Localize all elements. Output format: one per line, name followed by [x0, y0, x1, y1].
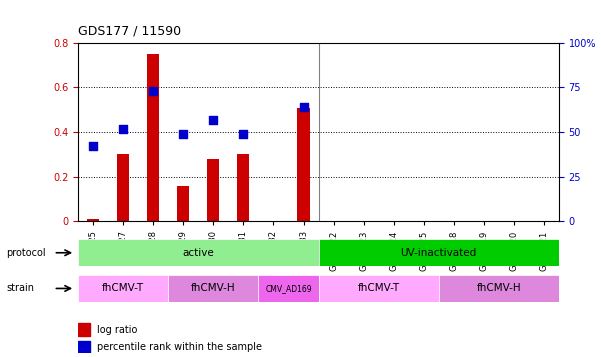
Bar: [147, 54, 159, 221]
Point: [178, 131, 188, 137]
Bar: [297, 107, 310, 221]
Text: active: active: [183, 247, 214, 258]
FancyBboxPatch shape: [319, 275, 439, 302]
FancyBboxPatch shape: [319, 239, 559, 266]
Point: [118, 126, 128, 131]
Text: GDS177 / 11590: GDS177 / 11590: [78, 25, 182, 38]
Text: percentile rank within the sample: percentile rank within the sample: [97, 342, 263, 352]
FancyBboxPatch shape: [258, 275, 319, 302]
Bar: [78, 323, 90, 336]
Text: fhCMV-T: fhCMV-T: [358, 283, 400, 293]
Text: fhCMV-H: fhCMV-H: [191, 283, 236, 293]
Text: fhCMV-T: fhCMV-T: [102, 283, 144, 293]
Point: [88, 144, 98, 149]
Point: [148, 88, 158, 94]
Bar: [87, 219, 99, 221]
FancyBboxPatch shape: [78, 275, 168, 302]
FancyBboxPatch shape: [439, 275, 559, 302]
Point: [239, 131, 248, 137]
Point: [299, 104, 308, 110]
Text: log ratio: log ratio: [97, 325, 138, 335]
Point: [209, 117, 218, 122]
Bar: [177, 186, 189, 221]
Bar: [117, 154, 129, 221]
FancyBboxPatch shape: [78, 239, 319, 266]
Text: fhCMV-H: fhCMV-H: [477, 283, 521, 293]
Text: protocol: protocol: [6, 248, 46, 258]
Text: strain: strain: [6, 283, 34, 293]
Text: UV-inactivated: UV-inactivated: [401, 247, 477, 258]
Bar: [207, 159, 219, 221]
Bar: [237, 154, 249, 221]
Bar: [78, 341, 90, 353]
FancyBboxPatch shape: [168, 275, 258, 302]
Text: CMV_AD169: CMV_AD169: [265, 284, 312, 293]
